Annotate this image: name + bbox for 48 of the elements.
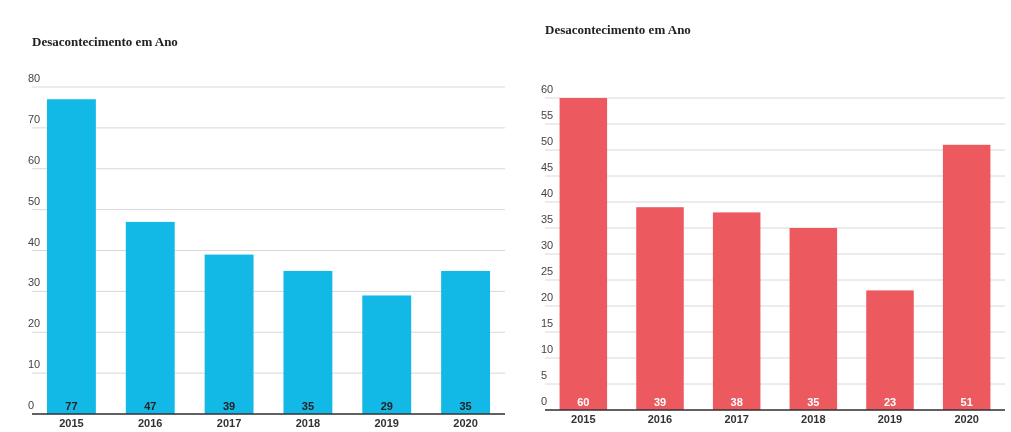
data-label: 39 — [222, 400, 236, 412]
data-label: 47 — [144, 400, 157, 412]
x-tick-label: 2020 — [954, 413, 979, 425]
x-tick-label: 2018 — [801, 413, 826, 425]
x-tick-label: 2017 — [216, 417, 242, 429]
x-tick-label: 2020 — [453, 417, 478, 429]
y-tick-label: 40 — [541, 187, 554, 199]
y-tick-label: 35 — [541, 213, 554, 225]
chart-title: Desacontecimento em Ano — [32, 34, 178, 49]
x-tick-label: 2015 — [571, 413, 596, 425]
y-tick-label: 55 — [541, 109, 554, 121]
data-label: 29 — [380, 400, 393, 412]
y-tick-label: 60 — [541, 83, 554, 95]
y-tick-label: 0 — [28, 399, 35, 411]
data-label: 38 — [730, 396, 743, 408]
y-tick-label: 60 — [28, 153, 41, 166]
y-tick-label: 0 — [541, 395, 548, 407]
y-tick-label: 40 — [28, 235, 41, 248]
data-label: 35 — [807, 396, 820, 408]
x-tick-label: 2017 — [724, 413, 749, 425]
y-tick-label: 50 — [541, 135, 554, 147]
x-tick-label: 2018 — [295, 417, 321, 429]
y-tick-label: 50 — [28, 194, 41, 207]
y-tick-label: 10 — [541, 343, 554, 355]
data-label: 35 — [459, 400, 472, 412]
y-tick-label: 30 — [541, 239, 554, 251]
x-tick-label: 2019 — [374, 417, 399, 429]
y-tick-label: 15 — [541, 317, 554, 329]
y-tick-label: 45 — [541, 161, 554, 173]
x-tick-label: 2016 — [138, 417, 163, 429]
y-tick-label: 30 — [28, 276, 41, 289]
data-label: 77 — [65, 400, 78, 412]
data-label: 51 — [960, 396, 973, 408]
y-tick-label: 10 — [28, 358, 41, 371]
y-tick-label: 20 — [541, 291, 554, 303]
y-tick-label: 5 — [541, 369, 548, 381]
y-tick-label: 20 — [28, 317, 41, 330]
chart-title: Desacontecimento em Ano — [545, 22, 691, 37]
y-tick-label: 70 — [28, 112, 41, 125]
x-tick-label: 2015 — [59, 417, 84, 429]
y-tick-label: 25 — [541, 265, 554, 277]
x-tick-label: 2016 — [647, 413, 673, 425]
data-label: 60 — [577, 396, 590, 408]
y-tick-label: 80 — [28, 72, 41, 84]
x-tick-label: 2019 — [877, 413, 903, 425]
data-label: 23 — [883, 396, 897, 408]
data-label: 39 — [653, 396, 667, 408]
data-label: 35 — [301, 400, 315, 412]
